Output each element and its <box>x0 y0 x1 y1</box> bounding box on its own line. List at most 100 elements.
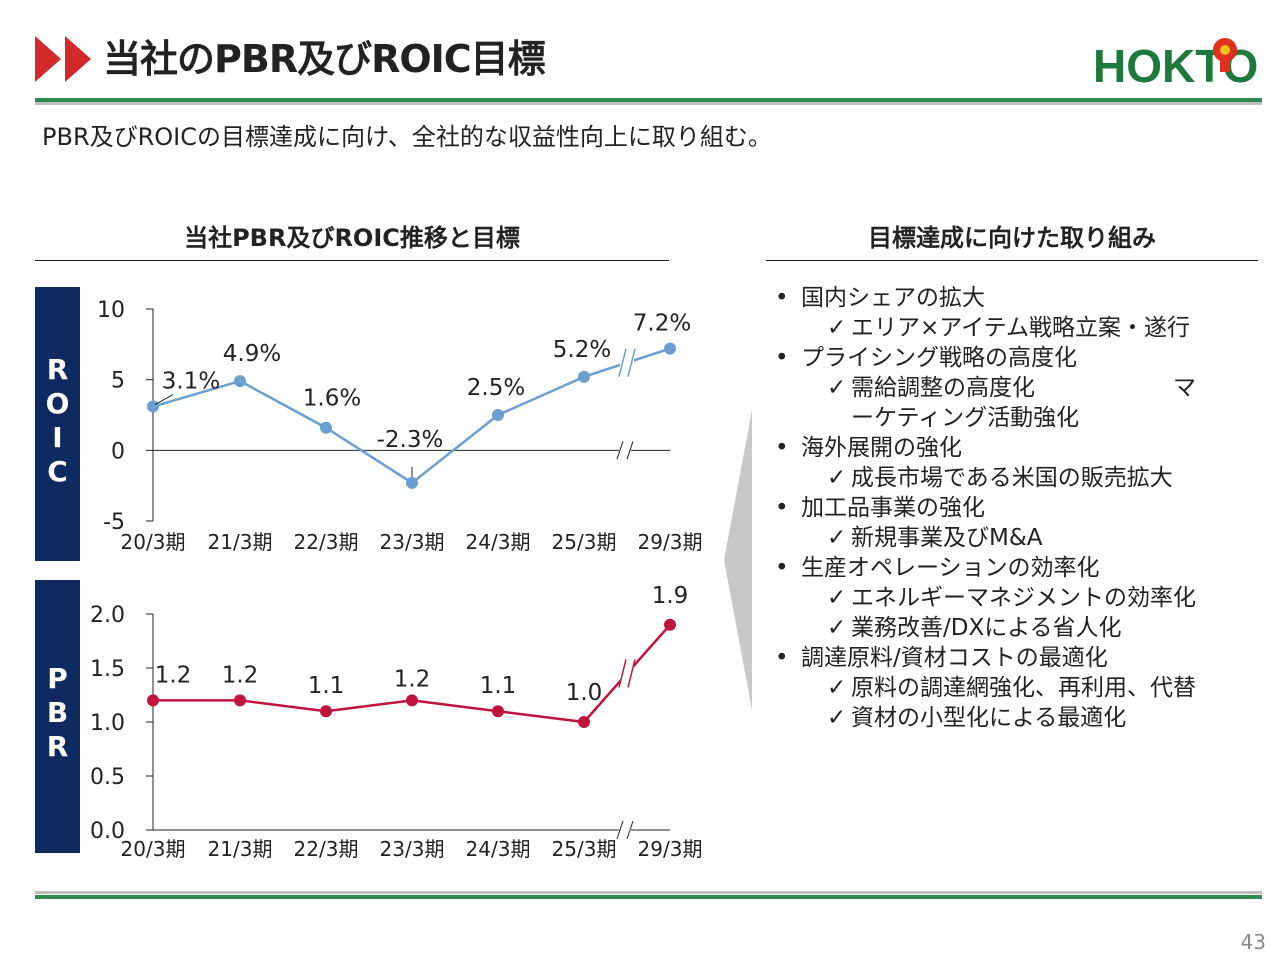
check-icon: ✓ <box>827 525 847 551</box>
action-list-item: • 加工品事業の強化 <box>775 493 1265 523</box>
check-icon: ✓ <box>827 375 847 401</box>
action-list-item: • 調達原料/資材コストの最適化 <box>775 643 1265 673</box>
series-break-mark <box>618 659 627 688</box>
side-letter: C <box>47 455 68 488</box>
check-icon: ✓ <box>827 465 847 491</box>
y-tick-label: 1.5 <box>90 657 125 682</box>
check-icon: ✓ <box>827 315 847 341</box>
y-tick-label: 0.5 <box>90 765 125 790</box>
axis-break-mark <box>616 820 624 840</box>
data-label: 2.5% <box>467 375 525 401</box>
x-tick-label: 24/3期 <box>466 530 531 554</box>
action-text: 原料の調達網強化、再利用、代替 <box>851 675 1196 701</box>
side-letter: R <box>46 730 69 763</box>
action-list-item: ✓ 新規事業及びM&A <box>775 523 1265 553</box>
x-tick-label: 24/3期 <box>466 837 531 861</box>
series-break-mark <box>627 348 636 377</box>
x-tick-label: 23/3期 <box>380 530 445 554</box>
series-break-gap <box>620 657 634 690</box>
action-text: 需給調整の高度化 マ <box>851 375 1196 401</box>
data-point <box>492 409 504 421</box>
action-text: 新規事業及びM&A <box>851 525 1043 551</box>
action-text: 海外展開の強化 <box>801 435 962 461</box>
data-label: 5.2% <box>553 337 611 363</box>
action-list-item: ✓ 原料の調達網強化、再利用、代替 <box>775 673 1265 703</box>
y-tick-label: 0.0 <box>90 819 125 844</box>
data-point <box>147 400 159 413</box>
y-tick-label: 0 <box>111 439 125 464</box>
x-tick-label: 21/3期 <box>208 837 273 861</box>
action-list: • 国内シェアの拡大 ✓ エリア×アイテム戦略立案・遂行 • プライシング戦略の高度化 ✓ 需… <box>775 283 1265 733</box>
actions-section-rule <box>766 260 1258 261</box>
x-tick-label: 21/3期 <box>208 530 273 554</box>
x-tick-label: 29/3期 <box>638 530 703 554</box>
data-label: 1.1 <box>480 673 517 699</box>
data-point <box>406 476 418 489</box>
page-title: 当社のPBR及びROIC目標 <box>103 37 546 81</box>
action-list-item: ーケティング活動強化 <box>775 403 1265 433</box>
hokto-logo: HOKTO <box>1093 38 1258 86</box>
callout-wedge <box>724 410 752 710</box>
data-label: 1.1 <box>308 673 345 699</box>
subtitle: PBR及びROICの目標達成に向け、全社的な収益性向上に取り組む。 <box>42 123 772 151</box>
data-label: -2.3% <box>377 427 444 453</box>
roic-line-chart: 10 5 0 -520/3期 21/3期 22/3期 23/3期 24/3期 25/3期 29/3… <box>97 298 703 554</box>
data-point <box>578 716 590 728</box>
data-point <box>578 370 590 383</box>
check-icon: ✓ <box>827 705 847 731</box>
action-list-item: ✓ エリア×アイテム戦略立案・遂行 <box>775 313 1265 343</box>
action-text: 生産オペレーションの効率化 <box>801 555 1100 581</box>
actions-section-heading: 目標達成に向けた取り組み <box>868 224 1156 252</box>
action-text: 加工品事業の強化 <box>801 495 985 521</box>
title-arrow-icon <box>35 36 91 82</box>
y-tick-label: -5 <box>103 510 125 535</box>
action-list-item: • 生産オペレーションの効率化 <box>775 553 1265 583</box>
action-text: 成長市場である米国の販売拡大 <box>851 465 1173 491</box>
page-number: 43 <box>1240 930 1266 954</box>
bullet-icon: • <box>775 285 789 311</box>
footer-rule-gray <box>35 891 1262 894</box>
axis-break-mark <box>626 820 634 840</box>
side-letter: O <box>45 387 70 420</box>
bullet-icon: • <box>775 495 789 521</box>
x-tick-label: 20/3期 <box>121 837 186 861</box>
action-list-item: • 海外展開の強化 <box>775 433 1265 463</box>
bullet-icon: • <box>775 645 789 671</box>
data-point <box>320 705 332 718</box>
action-text: エネルギーマネジメントの効率化 <box>851 585 1196 611</box>
data-point <box>320 421 332 434</box>
data-label: 1.2 <box>155 662 192 688</box>
series-line <box>152 347 671 485</box>
bullet-icon: • <box>775 555 789 581</box>
action-list-item: • 国内シェアの拡大 <box>775 283 1265 313</box>
y-tick-label: 5 <box>111 369 125 394</box>
x-tick-label: 25/3期 <box>552 530 617 554</box>
data-point <box>492 705 504 718</box>
data-point <box>664 342 676 355</box>
x-tick-label: 25/3期 <box>552 837 617 861</box>
data-label: 1.0 <box>566 680 603 706</box>
series-break-mark <box>627 659 636 688</box>
action-list-item: • プライシング戦略の高度化 <box>775 343 1265 373</box>
x-tick-label: 20/3期 <box>121 530 186 554</box>
data-label: 1.6% <box>303 386 361 412</box>
data-point <box>664 618 676 631</box>
data-point <box>234 375 246 388</box>
data-label: 1.9 <box>652 583 689 609</box>
action-text: 調達原料/資材コストの最適化 <box>801 645 1108 671</box>
data-label: 7.2% <box>633 311 691 337</box>
action-list-item: ✓ 成長市場である米国の販売拡大 <box>775 463 1265 493</box>
data-label: 4.9% <box>223 341 281 367</box>
header-rule <box>35 98 1262 102</box>
data-label: 3.1% <box>162 369 220 395</box>
action-list-item: ✓ エネルギーマネジメントの効率化 <box>775 583 1265 613</box>
footer-rule <box>35 895 1262 899</box>
axis-break-mark <box>616 441 624 460</box>
pbr-line-chart: 2.0 1.5 1.0 0.5 0.020/3期 21/3期 22/3期 23/3期 24/3期… <box>90 583 702 861</box>
action-list-item: ✓ 需給調整の高度化 マ <box>775 373 1265 403</box>
check-icon: ✓ <box>827 615 847 641</box>
bullet-icon: • <box>775 345 789 371</box>
side-letter: R <box>46 353 69 386</box>
